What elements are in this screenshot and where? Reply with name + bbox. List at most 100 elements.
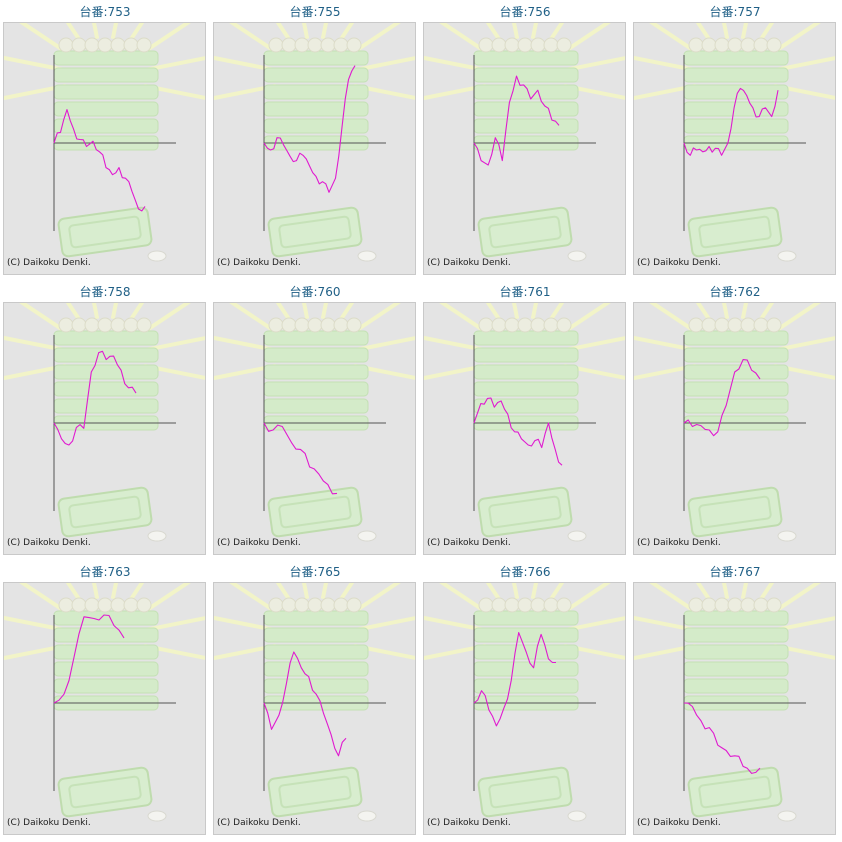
medal-ball	[530, 37, 546, 53]
sun-ray	[4, 615, 67, 633]
sun-ray	[347, 303, 401, 338]
copyright-credit: (C) Daikoku Denki.	[217, 818, 301, 828]
sun-ray	[320, 303, 328, 320]
medal-tray	[267, 486, 363, 538]
sun-ray	[92, 303, 100, 320]
chart-title[interactable]: 台番:763	[79, 565, 131, 579]
chart-title[interactable]: 台番:756	[499, 5, 551, 19]
medal-ball	[97, 597, 113, 613]
medal-box	[473, 610, 579, 626]
coin-icon	[147, 250, 167, 262]
sun-ray	[649, 583, 703, 618]
medal-box	[53, 678, 159, 694]
sun-ray	[92, 23, 100, 40]
data-series-line	[683, 87, 779, 156]
copyright-credit: (C) Daikoku Denki.	[7, 258, 91, 268]
medal-ball	[268, 37, 284, 53]
sun-ray	[424, 55, 487, 73]
sun-ray	[563, 56, 625, 73]
slot-graph	[214, 303, 415, 542]
sun-ray	[424, 615, 487, 633]
copyright-credit: (C) Daikoku Denki.	[217, 258, 301, 268]
chart-title[interactable]: 台番:753	[79, 5, 131, 19]
medal-tray	[477, 486, 573, 538]
medal-ball	[123, 317, 139, 333]
sun-ray	[65, 23, 85, 46]
medal-ball	[701, 317, 717, 333]
medal-tray-inner	[68, 775, 142, 809]
sun-ray	[4, 335, 67, 353]
medal-box	[683, 678, 789, 694]
medal-box	[53, 330, 159, 346]
sun-ray	[512, 23, 520, 40]
copyright-credit: (C) Daikoku Denki.	[7, 538, 91, 548]
coin-icon	[777, 250, 797, 262]
sun-ray	[143, 56, 205, 73]
slot-graph	[214, 583, 415, 822]
medal-ball	[281, 317, 297, 333]
chart-panel: (C) Daikoku Denki.	[213, 22, 416, 275]
medal-box	[53, 118, 159, 134]
sun-ray	[92, 583, 100, 600]
chart-title[interactable]: 台番:755	[289, 5, 341, 19]
sun-ray	[320, 583, 328, 600]
medal-ball	[478, 37, 494, 53]
sun-ray	[767, 23, 821, 58]
chart-title[interactable]: 台番:760	[289, 285, 341, 299]
sun-ray	[740, 23, 748, 40]
sun-ray	[530, 23, 538, 40]
sun-ray	[530, 583, 538, 600]
data-series-line	[473, 632, 557, 727]
sun-ray	[439, 303, 493, 338]
data-series-line	[53, 350, 137, 446]
sun-ray	[530, 303, 538, 320]
chart-title[interactable]: 台番:761	[499, 285, 551, 299]
medal-ball	[307, 317, 323, 333]
medal-ball	[123, 597, 139, 613]
copyright-credit: (C) Daikoku Denki.	[637, 538, 721, 548]
medal-box	[473, 627, 579, 643]
sun-ray	[557, 303, 611, 338]
chart-title[interactable]: 台番:758	[79, 285, 131, 299]
medal-box	[473, 398, 579, 414]
sun-ray	[4, 83, 67, 101]
sun-ray	[125, 583, 145, 606]
medal-ball	[491, 37, 507, 53]
medal-box	[53, 661, 159, 677]
medal-ball	[517, 597, 533, 613]
medal-ball	[71, 317, 87, 333]
sun-ray	[722, 583, 730, 600]
sun-ray	[695, 23, 715, 46]
chart-title[interactable]: 台番:766	[499, 565, 551, 579]
sun-ray	[545, 23, 565, 46]
sun-ray	[485, 23, 505, 46]
medal-box	[473, 661, 579, 677]
medal-tray-inner	[68, 215, 142, 249]
medal-ball	[84, 37, 100, 53]
medal-ball	[740, 317, 756, 333]
chart-title[interactable]: 台番:765	[289, 565, 341, 579]
medal-ball	[740, 37, 756, 53]
sun-ray	[214, 55, 277, 73]
chart-title[interactable]: 台番:762	[709, 285, 761, 299]
sun-ray	[563, 336, 625, 353]
chart-title[interactable]: 台番:767	[709, 565, 761, 579]
medal-ball	[740, 597, 756, 613]
sun-ray	[512, 583, 520, 600]
medal-ball	[714, 37, 730, 53]
medal-ball	[333, 597, 349, 613]
slot-graph	[634, 583, 835, 822]
medal-ball	[97, 37, 113, 53]
background-illustration	[214, 303, 415, 542]
medal-box	[263, 644, 369, 660]
sun-ray	[214, 643, 277, 661]
sun-ray	[563, 616, 625, 633]
medal-box	[263, 118, 369, 134]
sun-ray	[722, 23, 730, 40]
chart-title[interactable]: 台番:757	[709, 5, 761, 19]
chart-cell: 台番:761 (C) Daikoku Denki.	[420, 280, 630, 560]
sun-ray	[214, 83, 277, 101]
medal-ball	[766, 37, 782, 53]
medal-ball	[268, 597, 284, 613]
chart-cell: 台番:766 (C) Daikoku Denki.	[420, 560, 630, 840]
